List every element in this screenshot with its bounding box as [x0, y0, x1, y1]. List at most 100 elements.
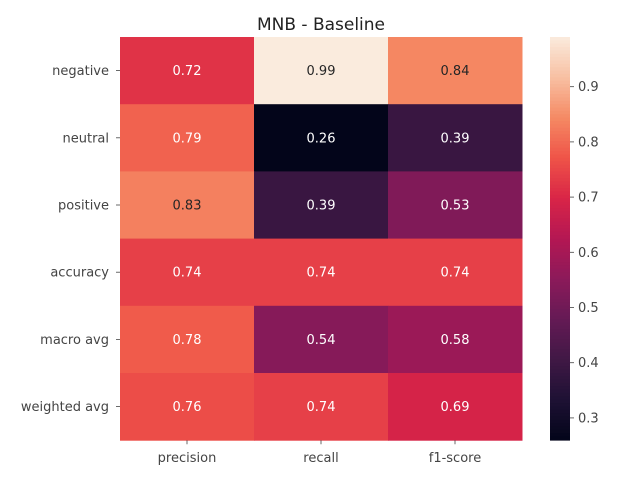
colorbar-segment	[550, 342, 570, 347]
colorbar-segment	[550, 157, 570, 162]
cell-value-label: 0.74	[441, 266, 470, 281]
heatmap-cells: 0.72 0.99 0.84 0.79 0.26 0.39 0.83 0.39 0.53 0.74…	[120, 37, 523, 441]
colorbar-segment	[550, 382, 570, 387]
colorbar-segment	[550, 322, 570, 327]
cell-value-label: 0.74	[307, 266, 336, 281]
colorbar-segment	[550, 231, 570, 236]
colorbar-segment	[550, 312, 570, 317]
colorbar-segment	[550, 57, 570, 62]
colorbar-segment	[550, 137, 570, 142]
cell-value-label: 0.84	[441, 64, 470, 79]
colorbar-segment	[550, 298, 570, 303]
colorbar-segment	[550, 392, 570, 397]
heatmap-cell	[120, 373, 255, 441]
cell-value-label: 0.26	[307, 131, 336, 146]
heatmap-cell	[388, 37, 523, 105]
colorbar-segment	[550, 251, 570, 256]
colorbar-segment	[550, 345, 570, 350]
colorbar-segment	[550, 433, 570, 438]
heatmap-cell	[254, 373, 389, 441]
heatmap-cell	[388, 104, 523, 172]
heatmap-cell	[254, 104, 389, 172]
colorbar-tick-label: 0.8	[578, 135, 599, 150]
cell-value-label: 0.74	[173, 266, 202, 281]
colorbar-segment	[550, 436, 570, 441]
row-label: positive	[58, 199, 109, 214]
colorbar-segment	[550, 167, 570, 172]
heatmap-cell	[388, 373, 523, 441]
colorbar-segment	[550, 164, 570, 169]
colorbar-segment	[550, 423, 570, 428]
colorbar-segment	[550, 426, 570, 431]
colorbar-segment	[550, 235, 570, 240]
colorbar-segment	[550, 134, 570, 139]
colorbar-segment	[550, 379, 570, 384]
colorbar-tick-label: 0.4	[578, 356, 599, 371]
colorbar: 0.3 0.4 0.5 0.6 0.7 0.8 0.9	[550, 37, 599, 441]
colorbar-segment	[550, 97, 570, 102]
colorbar-segment	[550, 265, 570, 270]
colorbar-segment	[550, 352, 570, 357]
colorbar-segment	[550, 40, 570, 45]
colorbar-segment	[550, 386, 570, 391]
colorbar-segment	[550, 332, 570, 337]
colorbar-segment	[550, 282, 570, 287]
column-labels: precision recall f1-score	[158, 440, 481, 466]
colorbar-segment	[550, 117, 570, 122]
cell-value-label: 0.54	[307, 333, 336, 348]
colorbar-segment	[550, 255, 570, 260]
colorbar-segment	[550, 154, 570, 159]
colorbar-segment	[550, 110, 570, 115]
colorbar-segment	[550, 181, 570, 186]
colorbar-segment	[550, 366, 570, 371]
colorbar-segment	[550, 228, 570, 233]
colorbar-segment	[550, 114, 570, 119]
colorbar-segment	[550, 272, 570, 277]
colorbar-segment	[550, 309, 570, 313]
colorbar-segment	[550, 60, 570, 65]
colorbar-segment	[550, 248, 570, 253]
heatmap-cell	[120, 305, 255, 374]
colorbar-segment	[550, 50, 570, 55]
colorbar-segment	[550, 171, 570, 176]
heatmap-cell	[254, 305, 389, 374]
colorbar-segment	[550, 204, 570, 209]
row-label: negative	[52, 64, 109, 79]
heatmap-cell	[254, 238, 389, 307]
row-label: weighted avg	[21, 400, 109, 415]
cell-value-label: 0.39	[441, 131, 470, 146]
colorbar-segment	[550, 221, 570, 226]
colorbar-segment	[550, 77, 570, 82]
row-label: accuracy	[50, 266, 109, 281]
colorbar-segment	[550, 201, 570, 206]
colorbar-segment	[550, 67, 570, 72]
cell-value-label: 0.79	[173, 131, 202, 146]
colorbar-segment	[550, 94, 570, 99]
colorbar-segment	[550, 349, 570, 354]
colorbar-segment	[550, 369, 570, 374]
cell-value-label: 0.74	[307, 400, 336, 415]
row-labels: negative neutral positive accuracy macro avg…	[21, 64, 120, 415]
chart-title: MNB - Baseline	[257, 15, 385, 35]
colorbar-segment	[550, 278, 570, 283]
colorbar-segment	[550, 151, 570, 156]
colorbar-segment	[550, 238, 570, 243]
colorbar-segment	[550, 218, 570, 223]
colorbar-tick-label: 0.3	[578, 411, 599, 426]
colorbar-segment	[550, 335, 570, 340]
colorbar-segment	[550, 104, 570, 109]
colorbar-segment	[550, 63, 570, 68]
heatmap-cell	[120, 104, 255, 172]
cell-value-label: 0.72	[173, 64, 202, 79]
colorbar-segment	[550, 53, 570, 58]
colorbar-tick-label: 0.7	[578, 191, 599, 206]
colorbar-segment	[550, 73, 570, 78]
colorbar-segment	[550, 178, 570, 183]
colorbar-segment	[550, 305, 570, 310]
heatmap-cell	[120, 171, 255, 240]
row-label: neutral	[63, 131, 110, 146]
cell-value-label: 0.83	[173, 199, 202, 214]
colorbar-segment	[550, 84, 570, 88]
cell-value-label: 0.69	[441, 400, 470, 415]
